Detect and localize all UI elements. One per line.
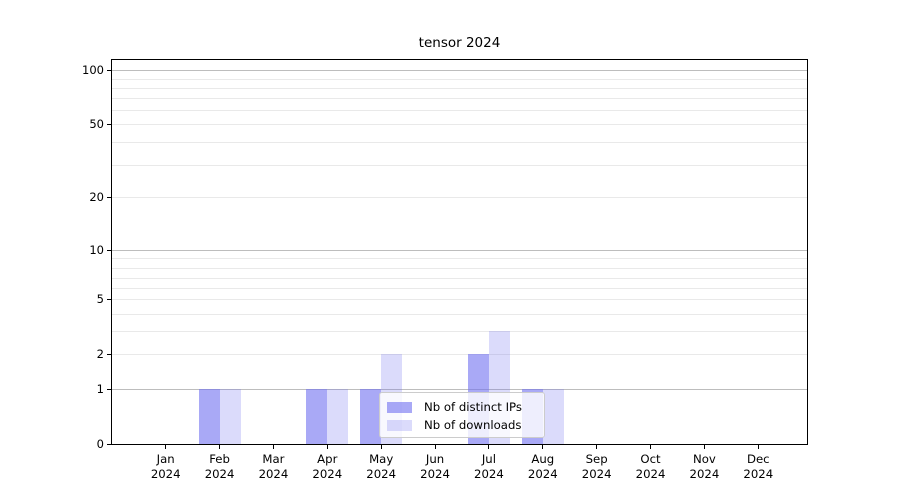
legend-swatch-downloads	[387, 419, 412, 431]
y-gridline-minor	[112, 314, 807, 316]
y-gridline-minor	[112, 124, 807, 125]
legend-swatch-distinct-ips	[387, 401, 412, 413]
y-tick-label: 0	[96, 437, 104, 451]
y-tick-label: 50	[89, 117, 104, 131]
x-tick-label: Jan 2024	[150, 452, 181, 481]
x-tick	[165, 445, 167, 449]
x-tick-label: Mar 2024	[258, 452, 289, 481]
y-gridline-minor	[112, 196, 807, 198]
x-tick-label: Dec 2024	[743, 452, 774, 481]
x-tick	[219, 445, 221, 449]
x-tick-label: Aug 2024	[527, 452, 558, 481]
x-tick	[650, 445, 652, 449]
bar-nb-of-downloads	[542, 389, 564, 444]
y-gridline-minor	[112, 88, 807, 90]
y-tick	[107, 354, 111, 356]
bar-nb-of-downloads	[219, 389, 241, 444]
x-tick-label: Sep 2024	[581, 452, 612, 481]
y-tick	[107, 250, 111, 251]
legend-label-distinct-ips: Nb of distinct IPs	[424, 400, 522, 414]
y-gridline-minor	[112, 267, 807, 269]
y-gridline-minor	[112, 110, 807, 111]
y-gridline-minor	[112, 78, 807, 80]
legend-row-downloads: Nb of downloads	[387, 416, 544, 434]
chart-title: tensor 2024	[418, 35, 501, 51]
y-tick	[107, 444, 111, 445]
y-gridline-minor	[112, 354, 807, 356]
x-tick-label: Jul 2024	[474, 452, 504, 481]
x-tick	[757, 445, 759, 449]
legend-box: Nb of distinct IPs Nb of downloads	[379, 392, 545, 438]
x-tick	[542, 445, 544, 449]
bar-nb-of-distinct-ips	[360, 389, 382, 444]
y-tick-label: 10	[89, 243, 104, 257]
x-tick	[596, 445, 598, 449]
y-gridline-major	[112, 70, 807, 72]
x-tick-label: Apr 2024	[312, 452, 343, 481]
y-gridline-major	[112, 389, 807, 390]
y-gridline-minor	[112, 258, 807, 260]
y-gridline-minor	[112, 288, 807, 290]
x-tick-label: May 2024	[366, 452, 397, 481]
x-tick	[703, 445, 705, 449]
x-tick	[272, 445, 274, 449]
x-tick	[380, 445, 382, 449]
y-tick	[107, 196, 111, 198]
y-tick	[107, 124, 111, 125]
y-tick	[107, 299, 111, 301]
y-gridline-minor	[112, 331, 807, 332]
x-tick-label: Nov 2024	[689, 452, 720, 481]
x-tick-label: Oct 2024	[635, 452, 666, 481]
y-gridline-minor	[112, 165, 807, 166]
y-tick-label: 5	[96, 292, 104, 307]
y-gridline-minor	[112, 98, 807, 100]
y-tick-label: 1	[96, 382, 104, 396]
y-tick	[107, 389, 111, 390]
y-gridline-minor	[112, 299, 807, 301]
bar-nb-of-distinct-ips	[198, 389, 220, 444]
y-tick	[107, 70, 111, 72]
y-tick-label: 100	[82, 63, 104, 78]
bar-nb-of-downloads	[327, 389, 349, 444]
x-tick-label: Jun 2024	[420, 452, 450, 481]
y-tick-label: 20	[89, 189, 104, 204]
y-gridline-minor	[112, 141, 807, 143]
y-gridline-minor	[112, 278, 807, 279]
legend-row-distinct-ips: Nb of distinct IPs	[387, 398, 544, 416]
legend-label-downloads: Nb of downloads	[424, 418, 522, 432]
x-tick	[326, 445, 328, 449]
x-tick-label: Feb 2024	[204, 452, 235, 481]
x-tick	[488, 445, 490, 449]
y-tick-label: 2	[96, 347, 104, 362]
x-tick	[434, 445, 436, 449]
plot-area: 0 1 2 5 10 20 50 100 Jan 2024 Feb 2024 Mar 2024 Apr…	[82, 59, 808, 481]
y-gridline-major	[112, 250, 807, 251]
bar-nb-of-distinct-ips	[306, 389, 328, 444]
